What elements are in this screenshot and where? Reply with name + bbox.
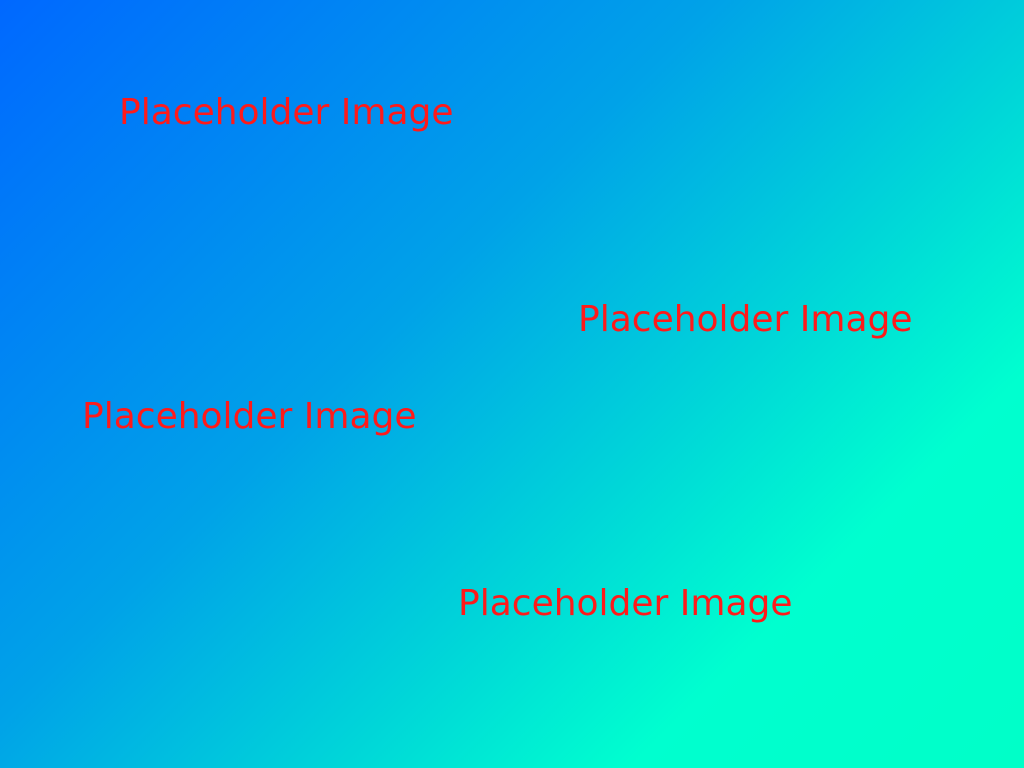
placeholder-label-3: Placeholder Image [82, 396, 417, 437]
placeholder-label-4: Placeholder Image [458, 583, 793, 624]
placeholder-label-1: Placeholder Image [119, 92, 454, 133]
placeholder-label-2: Placeholder Image [578, 299, 913, 340]
